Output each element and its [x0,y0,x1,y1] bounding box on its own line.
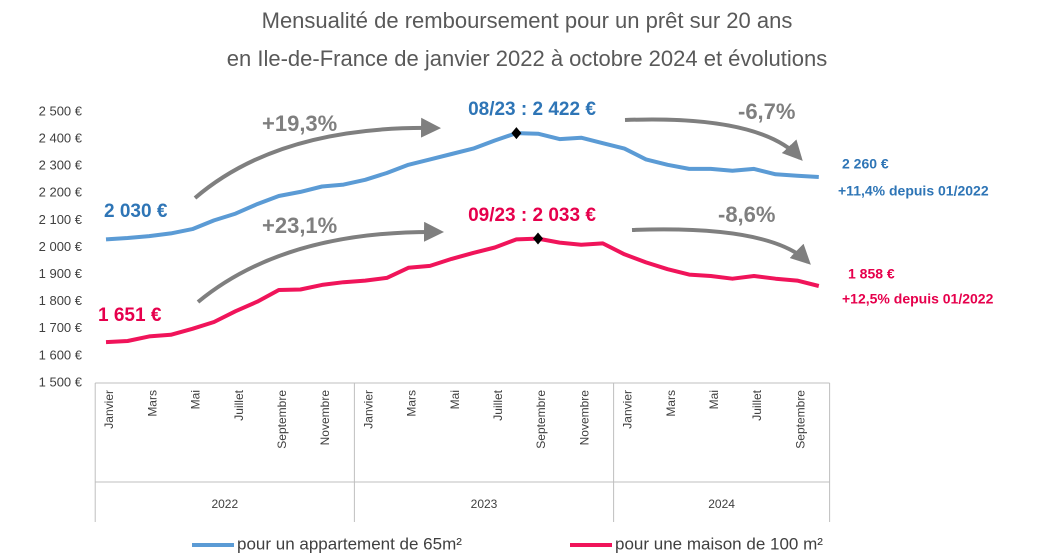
annotation: +23,1% [262,213,337,238]
y-tick-label: 1 600 € [39,347,83,362]
x-tick-label: Mai [707,390,721,409]
y-tick-label: 1 800 € [39,293,83,308]
legend-label: pour un appartement de 65m² [237,534,462,553]
y-tick-label: 2 100 € [39,212,83,227]
x-tick-label: Mars [145,390,159,417]
x-tick-label: Juillet [750,389,764,420]
y-tick-label: 2 500 € [39,103,83,118]
arrows [193,117,811,304]
series-line [105,131,819,242]
y-tick-label: 1 500 € [39,374,83,389]
group-label: 2024 [708,497,735,511]
annotation: +12,5% depuis 01/2022 [842,291,994,307]
annotation: 1 858 € [848,266,895,282]
y-tick-label: 2 200 € [39,185,83,200]
chart-title: en Ile-de-France de janvier 2022 à octob… [227,46,828,71]
x-tick-label: Janvier [361,390,375,429]
peak-marker [511,127,522,140]
y-tick-label: 2 000 € [39,239,83,254]
arrow [624,117,803,161]
arrow [631,227,811,265]
y-tick-label: 1 900 € [39,266,83,281]
annotation: 2 030 € [104,201,168,222]
group-label: 2023 [471,497,498,511]
x-tick-label: Janvier [621,390,635,429]
group-label: 2022 [211,497,238,511]
x-tick-label: Juillet [491,389,505,420]
annotation: +19,3% [262,111,337,136]
annotation: 09/23 : 2 033 € [468,205,596,226]
arrow [196,221,444,304]
chart-title: Mensualité de remboursement pour un prêt… [262,8,793,33]
legend-label: pour une maison de 100 m² [615,534,823,553]
y-tick-label: 2 300 € [39,158,83,173]
x-tick-label: Septembre [534,390,548,449]
peak-marker [533,232,543,245]
annotation: -8,6% [718,202,775,227]
series-line [105,236,820,345]
annotation: -6,7% [738,99,795,124]
arrow [193,117,441,200]
x-tick-label: Mai [448,390,462,409]
annotation: 2 260 € [842,156,889,172]
annotation: 1 651 € [98,305,162,326]
x-tick-label: Mars [405,390,419,417]
x-tick-label: Juillet [232,389,246,420]
x-tick-label: Septembre [275,390,289,449]
y-tick-label: 1 700 € [39,320,83,335]
annotation: 08/23 : 2 422 € [468,99,596,120]
annotation: +11,4% depuis 01/2022 [838,183,989,199]
x-tick-label: Novembre [577,390,591,446]
x-tick-label: Mai [189,390,203,409]
y-tick-label: 2 400 € [39,131,83,146]
x-tick-label: Janvier [102,390,116,429]
x-tick-label: Septembre [793,390,807,449]
x-tick-label: Novembre [318,390,332,446]
x-tick-label: Mars [664,390,678,417]
